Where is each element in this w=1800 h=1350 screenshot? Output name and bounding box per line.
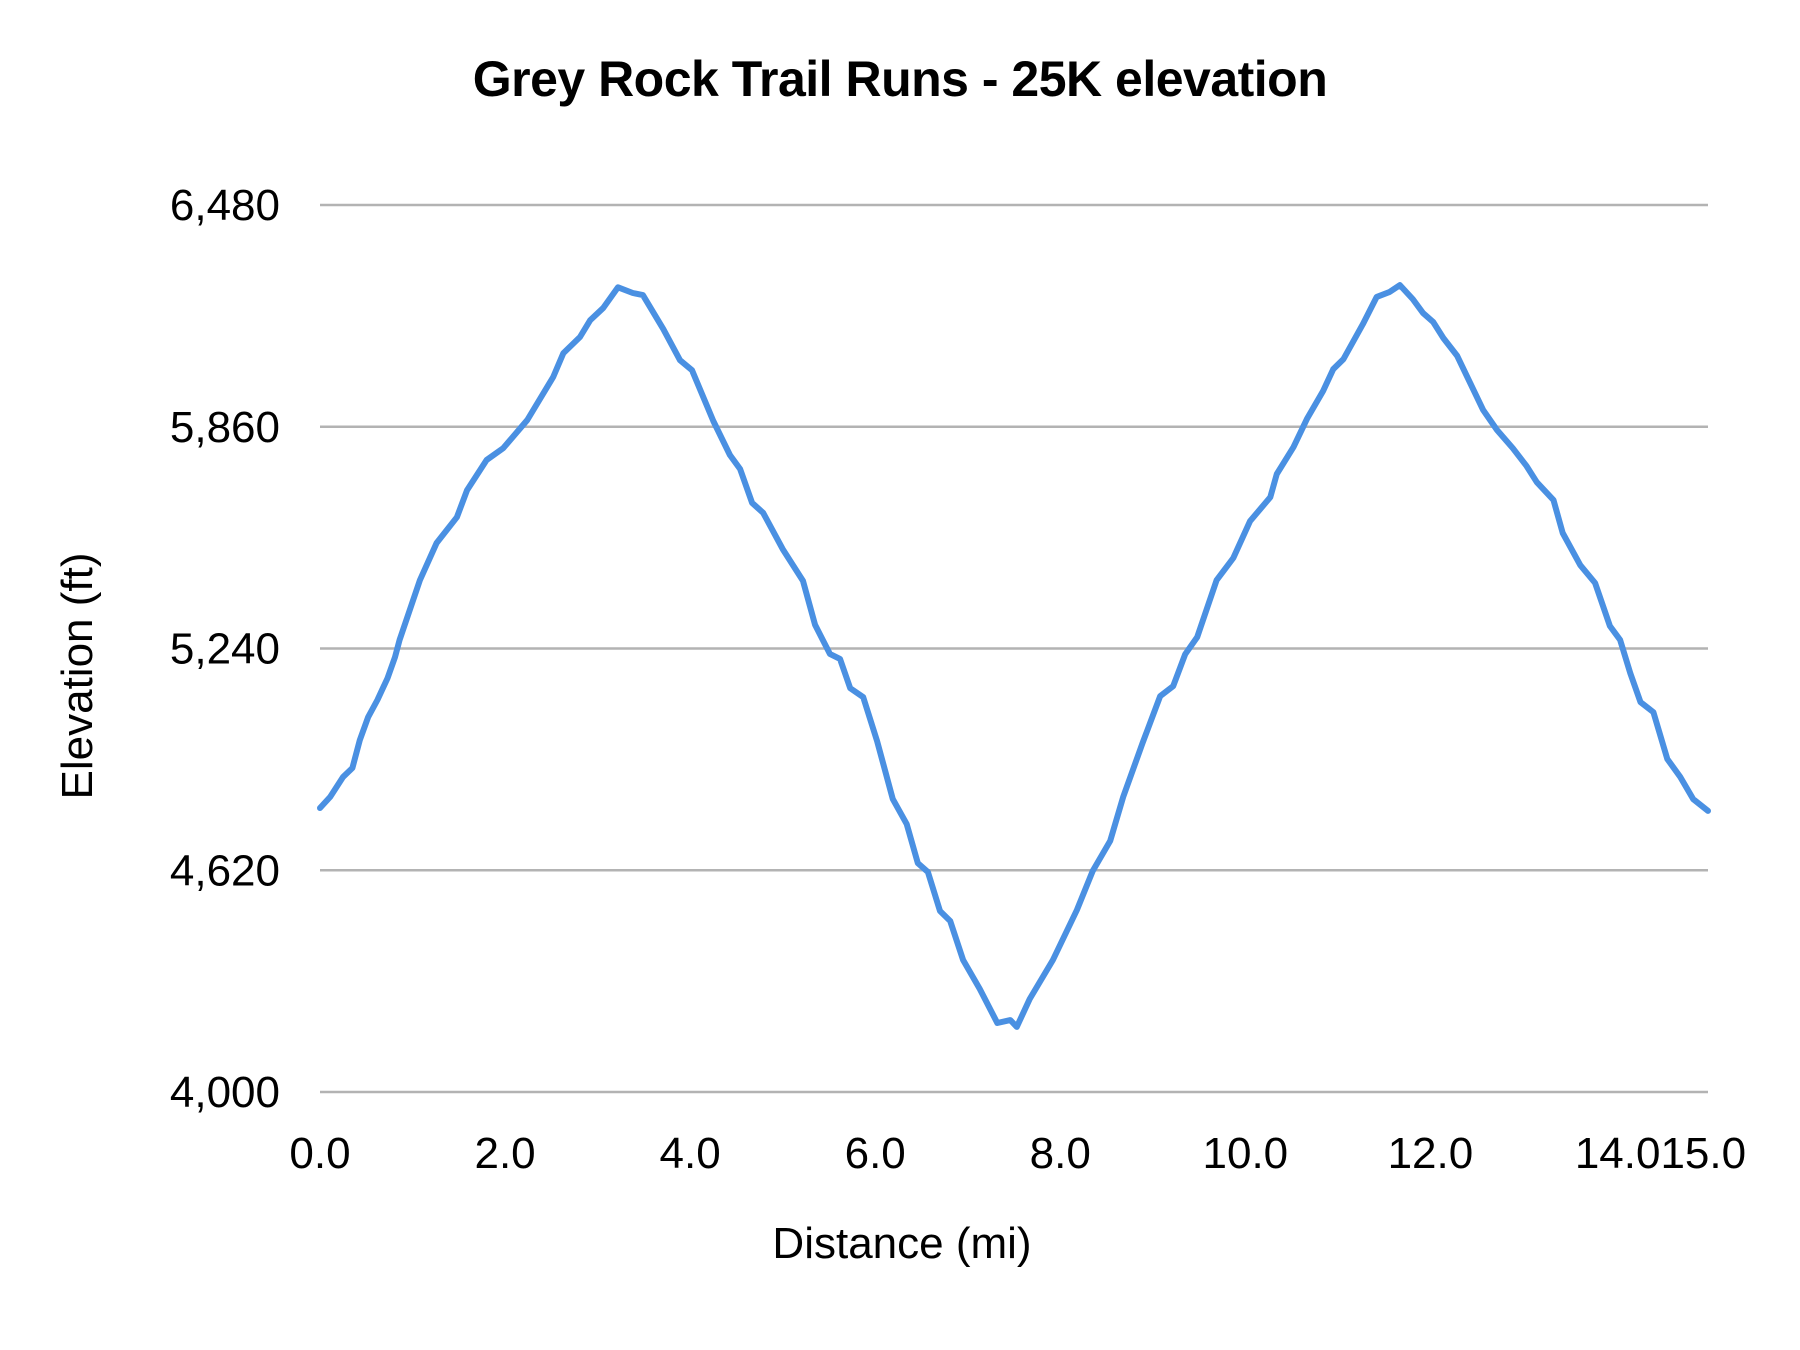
x-tick-label: 8.0 bbox=[1030, 1129, 1091, 1178]
chart-title: Grey Rock Trail Runs - 25K elevation bbox=[472, 51, 1328, 107]
x-tick-label: 15.0 bbox=[1660, 1129, 1746, 1178]
elevation-line bbox=[317, 282, 1711, 1030]
x-tick-label: 0.0 bbox=[289, 1129, 350, 1178]
x-axis-title: Distance (mi) bbox=[772, 1219, 1031, 1268]
x-tick-label: 10.0 bbox=[1203, 1129, 1289, 1178]
y-axis-title: Elevation (ft) bbox=[53, 553, 102, 800]
y-axis-ticks: 4,000 4,620 5,240 5,860 6,480 bbox=[170, 181, 280, 1117]
y-tick-label: 6,480 bbox=[170, 181, 280, 230]
y-tick-label: 4,000 bbox=[170, 1068, 280, 1117]
y-tick-label: 5,860 bbox=[170, 403, 280, 452]
x-tick-label: 14.0 bbox=[1575, 1129, 1661, 1178]
gridlines bbox=[320, 203, 1708, 1094]
x-axis-ticks: 0.0 2.0 4.0 6.0 8.0 10.0 12.0 14.0 15.0 bbox=[289, 1129, 1746, 1178]
y-tick-label: 4,620 bbox=[170, 846, 280, 895]
x-tick-label: 4.0 bbox=[660, 1129, 721, 1178]
x-tick-label: 2.0 bbox=[474, 1129, 535, 1178]
x-tick-label: 12.0 bbox=[1388, 1129, 1474, 1178]
y-tick-label: 5,240 bbox=[170, 625, 280, 674]
x-tick-label: 6.0 bbox=[845, 1129, 906, 1178]
